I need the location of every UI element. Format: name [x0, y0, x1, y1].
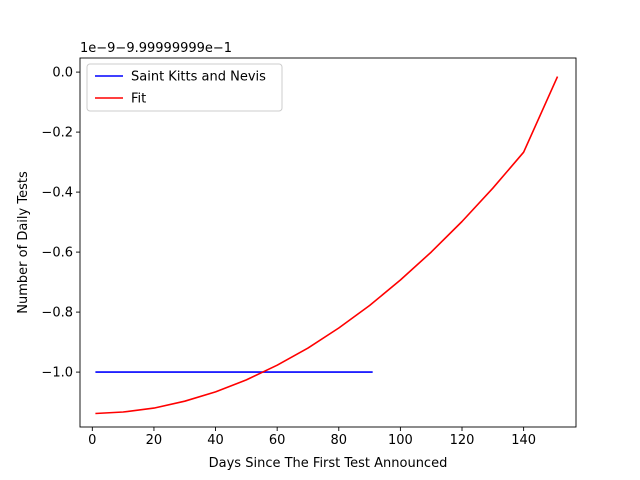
y-axis-label: Number of Daily Tests — [16, 171, 31, 314]
legend-label-0: Saint Kitts and Nevis — [131, 70, 266, 85]
y-offset-label: 1e−9−9.99999999e−1 — [80, 41, 232, 56]
x-tick-label: 20 — [146, 433, 163, 448]
x-tick-label: 100 — [388, 433, 413, 448]
plot-area — [95, 76, 559, 415]
x-axis-label: Days Since The First Test Announced — [209, 456, 448, 471]
x-tick-label: 120 — [450, 433, 475, 448]
y-tick-label: −1.0 — [41, 366, 73, 381]
y-tick-label: −0.8 — [41, 306, 73, 321]
x-tick-label: 140 — [511, 433, 536, 448]
x-tick-label: 40 — [207, 433, 224, 448]
legend: Saint Kitts and Nevis Fit — [86, 63, 283, 112]
y-tick-label: −0.4 — [41, 186, 73, 201]
axes-frame — [79, 57, 577, 428]
y-tick-label: −0.6 — [41, 246, 73, 261]
x-tick-label: 80 — [331, 433, 348, 448]
legend-box — [86, 63, 283, 112]
y-tick-label: 0.0 — [52, 66, 73, 81]
legend-label-1: Fit — [131, 92, 146, 107]
series-line-1 — [95, 76, 559, 415]
x-tick-label: 0 — [88, 433, 96, 448]
y-tick-label: −0.2 — [41, 126, 73, 141]
x-tick-label: 60 — [269, 433, 286, 448]
axes: 0 20 40 60 80 100 120 140 0.0 −0.2 −0.4 −0.6 −0.8 −1.… — [41, 57, 577, 448]
